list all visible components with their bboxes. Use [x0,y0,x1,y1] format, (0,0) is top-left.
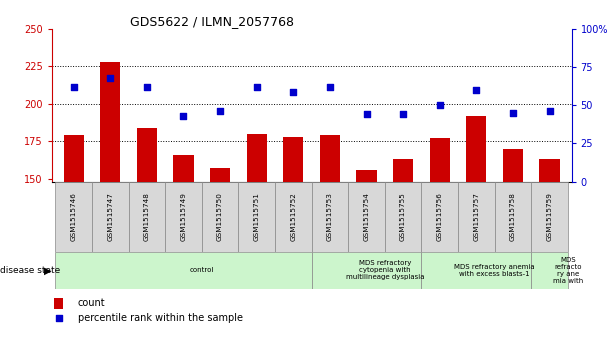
Bar [348,182,385,252]
Bar [311,252,421,289]
Text: GSM1515758: GSM1515758 [510,192,516,241]
Point [215,109,225,114]
Bar [54,298,63,309]
Bar [430,138,450,182]
Bar [210,168,230,182]
Text: GSM1515751: GSM1515751 [254,192,260,241]
Bar [173,155,193,182]
Text: GSM1515748: GSM1515748 [144,192,150,241]
Point [105,75,115,81]
Bar [128,182,165,252]
Text: GSM1515755: GSM1515755 [400,192,406,241]
Text: GSM1515749: GSM1515749 [181,192,187,241]
Bar [393,159,413,182]
Bar [466,116,486,182]
Point [252,84,261,90]
Bar [495,182,531,252]
Text: GSM1515753: GSM1515753 [327,192,333,241]
Text: MDS refractory
cytopenia with
multilineage dysplasia: MDS refractory cytopenia with multilinea… [345,260,424,281]
Text: ▶: ▶ [44,265,52,276]
Text: GSM1515754: GSM1515754 [364,192,370,241]
Point [288,89,298,94]
Bar [531,182,568,252]
Text: GSM1515752: GSM1515752 [290,192,296,241]
Bar [238,182,275,252]
Text: GSM1515756: GSM1515756 [437,192,443,241]
Text: control: control [190,268,214,273]
Text: GSM1515750: GSM1515750 [217,192,223,241]
Text: GSM1515746: GSM1515746 [71,192,77,241]
Point [362,111,371,117]
Point [325,84,335,90]
Text: MDS
refracto
ry ane
mia with: MDS refracto ry ane mia with [553,257,583,284]
Point [508,110,518,116]
Bar [55,182,92,252]
Bar [55,252,311,289]
Bar [311,182,348,252]
Bar [247,134,267,182]
Text: percentile rank within the sample: percentile rank within the sample [78,313,243,323]
Bar [503,148,523,182]
Point [471,87,481,93]
Bar [421,252,531,289]
Bar [539,159,559,182]
Bar [283,136,303,182]
Point [142,84,152,90]
Point [55,315,64,321]
Bar [137,128,157,182]
Bar [100,62,120,182]
Bar [421,182,458,252]
Bar [385,182,421,252]
Point [398,111,408,117]
Bar [92,182,128,252]
Point [545,109,554,114]
Point [179,113,188,119]
Bar [64,135,84,182]
Bar [356,170,376,182]
Bar [202,182,238,252]
Point [69,84,78,90]
Bar [531,252,568,289]
Text: GSM1515747: GSM1515747 [107,192,113,241]
Text: MDS refractory anemia
with excess blasts-1: MDS refractory anemia with excess blasts… [454,264,535,277]
Bar [458,182,495,252]
Text: disease state: disease state [0,266,60,275]
Bar [165,182,202,252]
Text: count: count [78,298,105,308]
Bar [320,135,340,182]
Point [435,102,444,108]
Text: GSM1515757: GSM1515757 [474,192,479,241]
Bar [275,182,311,252]
Text: GSM1515759: GSM1515759 [547,192,553,241]
Text: GDS5622 / ILMN_2057768: GDS5622 / ILMN_2057768 [130,15,294,28]
